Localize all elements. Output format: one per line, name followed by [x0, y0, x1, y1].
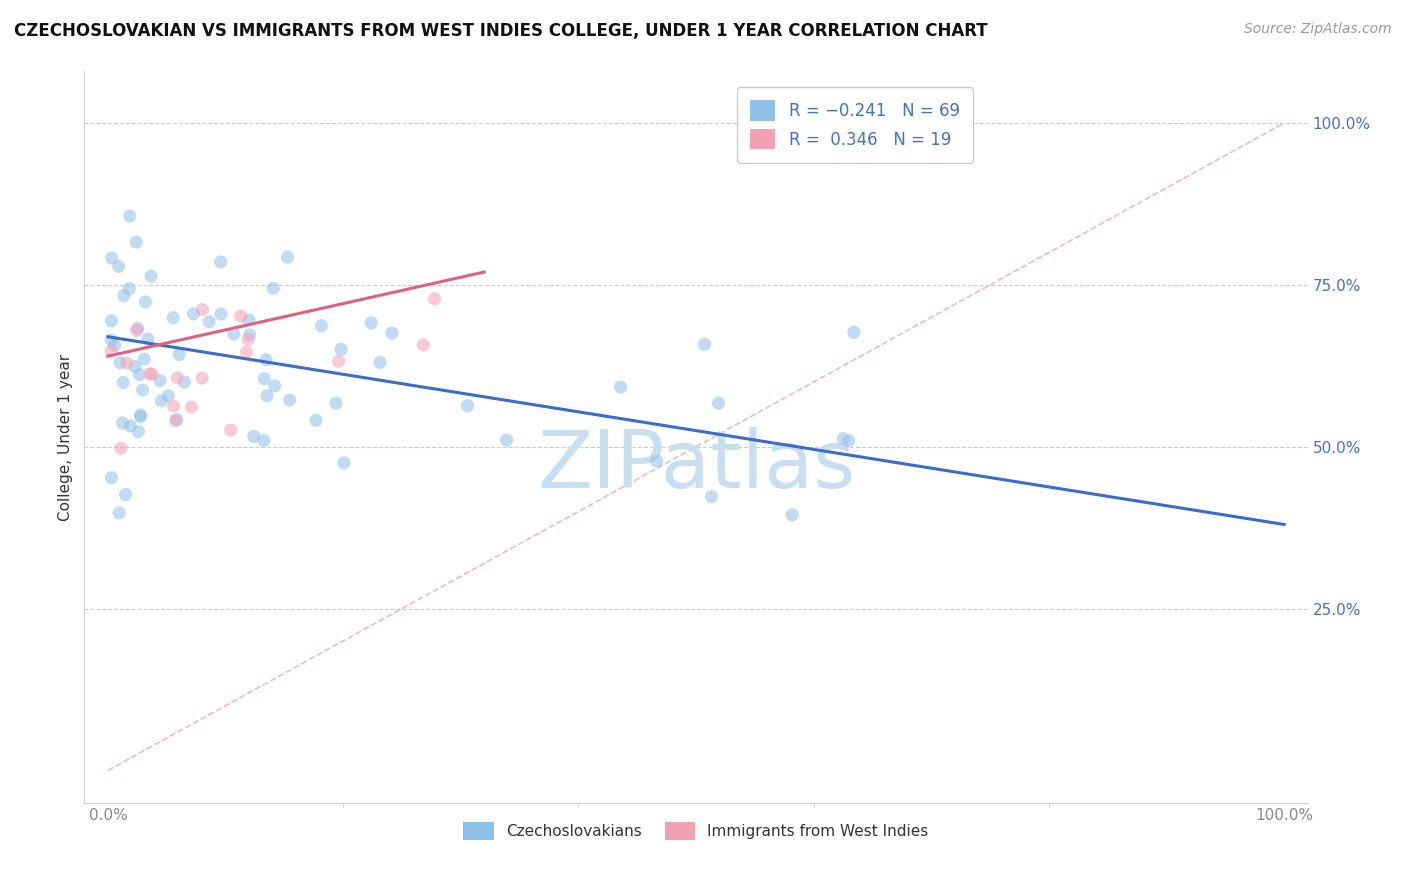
Point: [173, 375, 195, 389]
Point: [150, 393, 173, 408]
Point: [112, 288, 135, 302]
Point: [118, 282, 141, 296]
Point: [108, 356, 131, 370]
Point: [118, 209, 141, 223]
Point: [328, 354, 350, 368]
Point: [114, 487, 136, 501]
Point: [100, 333, 122, 347]
Point: [235, 345, 257, 359]
Point: [838, 434, 860, 448]
Point: [100, 251, 122, 265]
Point: [325, 396, 347, 410]
Point: [495, 433, 517, 447]
Point: [609, 380, 631, 394]
Point: [238, 333, 260, 347]
Point: [693, 337, 716, 351]
Point: [157, 389, 180, 403]
Point: [222, 326, 245, 341]
Point: [141, 367, 163, 381]
Point: [276, 250, 298, 264]
Point: [127, 425, 149, 439]
Point: [149, 374, 172, 388]
Point: [162, 310, 184, 325]
Point: [163, 399, 186, 413]
Point: [707, 396, 730, 410]
Point: [253, 434, 276, 448]
Point: [136, 332, 159, 346]
Point: [107, 260, 129, 274]
Point: [360, 316, 382, 330]
Point: [209, 307, 232, 321]
Point: [180, 400, 202, 414]
Point: [129, 408, 152, 422]
Point: [111, 416, 134, 430]
Point: [239, 327, 262, 342]
Point: [125, 235, 148, 249]
Point: [262, 281, 284, 295]
Point: [139, 269, 162, 284]
Point: [167, 347, 190, 361]
Point: [368, 355, 391, 369]
Point: [209, 255, 232, 269]
Point: [100, 314, 122, 328]
Point: [381, 326, 404, 340]
Text: ZIPatlas: ZIPatlas: [537, 427, 855, 505]
Point: [412, 338, 434, 352]
Point: [238, 313, 260, 327]
Point: [134, 352, 156, 367]
Point: [108, 506, 131, 520]
Y-axis label: College, Under 1 year: College, Under 1 year: [58, 353, 73, 521]
Point: [110, 441, 132, 455]
Point: [457, 399, 479, 413]
Point: [198, 315, 221, 329]
Legend: Czechoslovakians, Immigrants from West Indies: Czechoslovakians, Immigrants from West I…: [457, 815, 935, 847]
Point: [254, 352, 277, 367]
Point: [263, 379, 285, 393]
Point: [278, 393, 301, 408]
Point: [129, 409, 152, 424]
Point: [645, 454, 668, 468]
Point: [124, 359, 146, 374]
Point: [112, 376, 135, 390]
Point: [191, 302, 214, 317]
Point: [330, 343, 353, 357]
Point: [243, 429, 266, 443]
Point: [311, 318, 333, 333]
Point: [333, 456, 356, 470]
Point: [423, 292, 446, 306]
Point: [166, 370, 188, 384]
Point: [700, 490, 723, 504]
Point: [166, 412, 188, 426]
Point: [165, 414, 187, 428]
Point: [139, 367, 162, 381]
Point: [104, 338, 127, 352]
Point: [305, 413, 328, 427]
Point: [100, 343, 122, 358]
Point: [128, 368, 150, 382]
Point: [256, 389, 278, 403]
Point: [120, 418, 142, 433]
Point: [134, 294, 156, 309]
Point: [115, 356, 138, 370]
Point: [780, 508, 803, 522]
Point: [832, 432, 855, 446]
Text: Source: ZipAtlas.com: Source: ZipAtlas.com: [1244, 22, 1392, 37]
Point: [132, 383, 155, 397]
Point: [125, 323, 148, 337]
Text: CZECHOSLOVAKIAN VS IMMIGRANTS FROM WEST INDIES COLLEGE, UNDER 1 YEAR CORRELATION: CZECHOSLOVAKIAN VS IMMIGRANTS FROM WEST …: [14, 22, 987, 40]
Point: [229, 309, 252, 323]
Point: [219, 423, 242, 437]
Point: [191, 371, 214, 385]
Point: [183, 307, 205, 321]
Point: [127, 321, 149, 335]
Point: [842, 325, 865, 339]
Point: [253, 372, 276, 386]
Point: [100, 471, 122, 485]
